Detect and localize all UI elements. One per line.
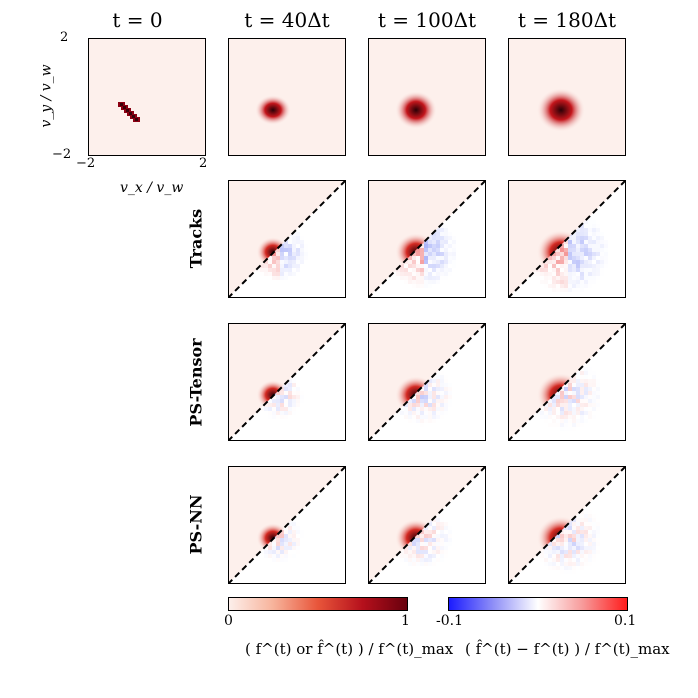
x-tick-right: 2: [199, 156, 208, 171]
row-label-ps-nn: PS-NN: [186, 494, 206, 555]
colorbar-left-max: 1: [401, 613, 410, 629]
column-title-t40: t = 40Δt: [244, 8, 330, 32]
x-axis-label: v_x / v_w: [120, 180, 184, 196]
panel-truth-col2: [368, 38, 486, 156]
panel-r1-c1: [228, 180, 346, 298]
column-title-t0: t = 0: [112, 8, 163, 32]
colorbar-left: [228, 597, 408, 611]
panel-r2-c1: [228, 323, 346, 441]
y-tick-top: 2: [60, 30, 69, 45]
x-tick-left: −2: [76, 156, 96, 171]
panel-r1-c2: [368, 180, 486, 298]
panel-truth-col3: [508, 38, 626, 156]
column-title-t100: t = 100Δt: [377, 8, 477, 32]
y-tick-bottom: −2: [52, 147, 72, 162]
panel-t0: [88, 38, 206, 156]
panel-r3-c2: [368, 466, 486, 584]
panel-r1-c3: [508, 180, 626, 298]
panel-truth-col1: [228, 38, 346, 156]
panel-r3-c3: [508, 466, 626, 584]
column-title-t180: t = 180Δt: [517, 8, 617, 32]
panel-r3-c1: [228, 466, 346, 584]
colorbar-right: [448, 597, 628, 611]
panel-r2-c2: [368, 323, 486, 441]
y-axis-label: v_y / v_w: [38, 64, 55, 128]
colorbar-right-max: 0.1: [614, 613, 637, 629]
colorbar-left-min: 0: [224, 613, 233, 629]
colorbar-left-label: ( f^(t) or f̂^(t) ) / f^(t)_max: [245, 640, 454, 658]
row-label-tracks: Tracks: [186, 208, 206, 269]
row-label-ps-tensor: PS-Tensor: [186, 338, 206, 427]
colorbar-right-label: ( f̂^(t) − f^(t) ) / f^(t)_max: [465, 640, 670, 658]
panel-r2-c3: [508, 323, 626, 441]
colorbar-right-min: -0.1: [436, 613, 463, 629]
